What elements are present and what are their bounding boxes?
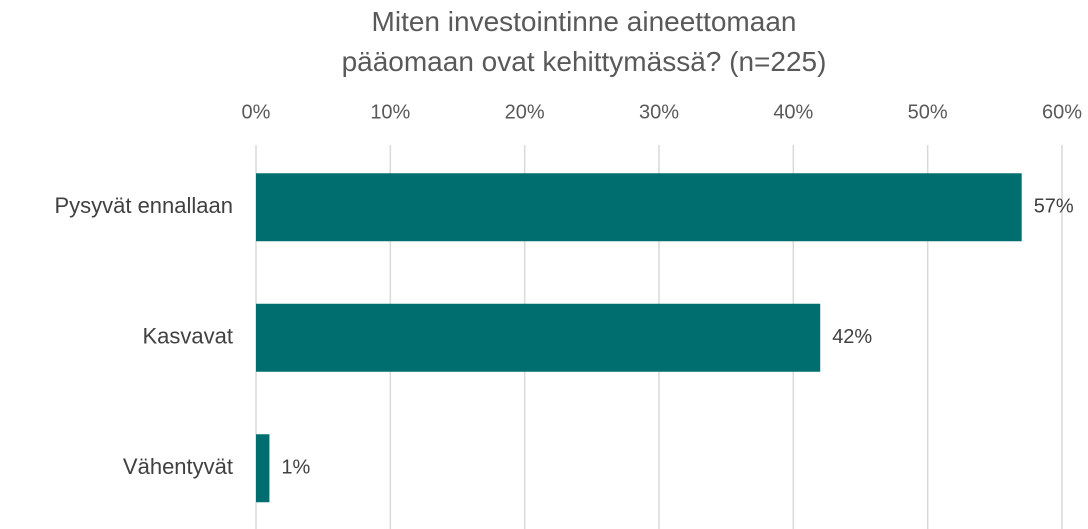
x-tick-label: 0% bbox=[242, 101, 271, 123]
y-tick-label: Pysyvät ennallaan bbox=[54, 193, 233, 218]
y-tick-label: Vähentyvät bbox=[123, 454, 233, 479]
x-tick-label: 30% bbox=[639, 101, 679, 123]
bar bbox=[256, 434, 270, 503]
bar bbox=[256, 173, 1022, 242]
x-tick-label: 60% bbox=[1042, 101, 1082, 123]
bar bbox=[256, 303, 821, 372]
x-tick-label: 10% bbox=[370, 101, 410, 123]
data-label: 42% bbox=[832, 326, 872, 348]
x-tick-label: 50% bbox=[908, 101, 948, 123]
data-label: 57% bbox=[1034, 196, 1074, 218]
chart-title: Miten investointinne aineettomaan pääoma… bbox=[341, 6, 827, 77]
y-tick-label: Kasvavat bbox=[143, 324, 234, 349]
data-label: 1% bbox=[281, 457, 310, 479]
x-tick-label: 20% bbox=[505, 101, 545, 123]
x-tick-label: 40% bbox=[773, 101, 813, 123]
